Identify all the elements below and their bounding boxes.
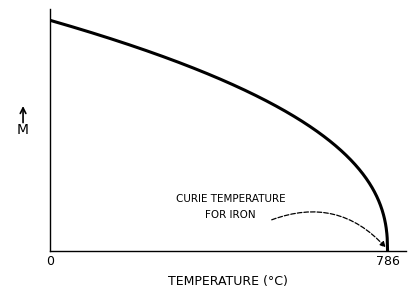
Text: FOR IRON: FOR IRON xyxy=(205,210,256,220)
Text: CURIE TEMPERATURE: CURIE TEMPERATURE xyxy=(176,194,285,204)
Text: M: M xyxy=(17,123,29,137)
X-axis label: TEMPERATURE (°C): TEMPERATURE (°C) xyxy=(168,275,288,288)
